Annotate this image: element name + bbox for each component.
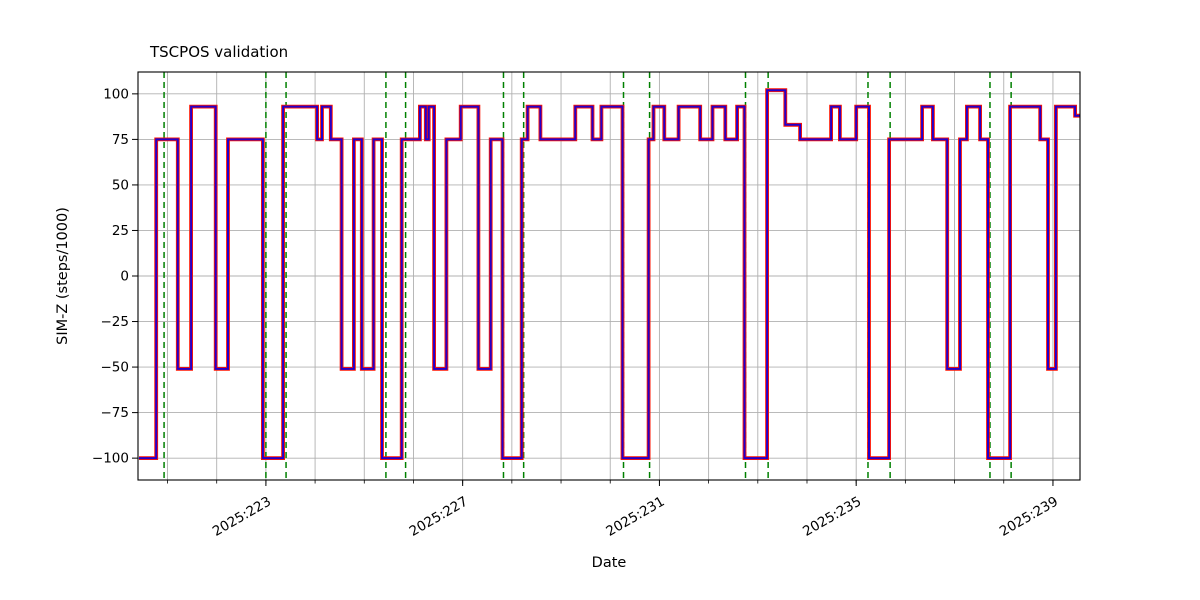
x-tick-label: 2025:223	[210, 494, 274, 540]
y-tick-label: −25	[101, 314, 130, 330]
y-tick-label: −75	[101, 405, 130, 421]
y-axis-label: SIM-Z (steps/1000)	[55, 207, 71, 345]
y-tick-label: −50	[101, 360, 130, 376]
chart-title: TSCPOS validation	[149, 43, 288, 61]
y-tick-label: 100	[103, 86, 129, 102]
x-axis-label: Date	[592, 555, 627, 571]
series-validation-line	[139, 89, 1080, 460]
x-tick-label: 2025:235	[800, 494, 864, 540]
y-tick-label: 75	[112, 132, 129, 148]
x-tick-label: 2025:231	[603, 494, 667, 540]
y-tick-label: −100	[92, 451, 129, 467]
y-tick-label: 25	[112, 223, 129, 239]
x-tick-label: 2025:239	[997, 494, 1061, 540]
y-tick-label: 0	[120, 269, 129, 285]
x-tick-label: 2025:227	[407, 494, 471, 540]
y-tick-label: 50	[112, 177, 129, 193]
